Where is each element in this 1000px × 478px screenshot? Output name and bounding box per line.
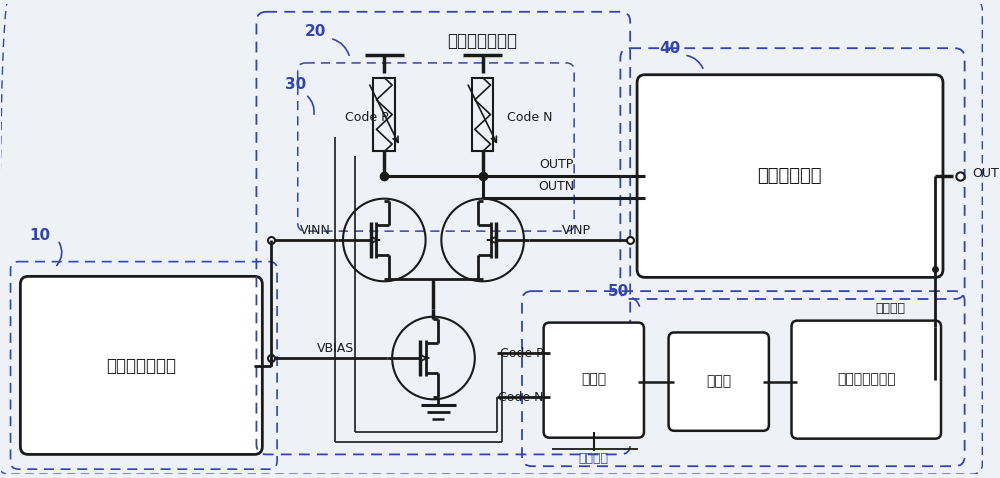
FancyBboxPatch shape bbox=[20, 276, 262, 455]
Text: Code N: Code N bbox=[507, 110, 553, 123]
Text: 接收器第二级: 接收器第二级 bbox=[757, 167, 822, 185]
FancyBboxPatch shape bbox=[544, 323, 644, 438]
FancyBboxPatch shape bbox=[792, 321, 941, 439]
Text: OUTP: OUTP bbox=[539, 158, 574, 171]
Text: VINN: VINN bbox=[300, 224, 331, 237]
Text: VBIAS: VBIAS bbox=[316, 342, 354, 355]
Text: OUT: OUT bbox=[972, 167, 999, 180]
Text: Code N: Code N bbox=[498, 391, 544, 404]
Text: 比较器: 比较器 bbox=[706, 375, 731, 389]
Text: 40: 40 bbox=[659, 41, 680, 55]
Text: 接收器偏置电路: 接收器偏置电路 bbox=[106, 357, 176, 375]
FancyBboxPatch shape bbox=[637, 75, 943, 277]
Text: Code P: Code P bbox=[345, 110, 389, 123]
Text: 解码器: 解码器 bbox=[581, 373, 606, 387]
FancyBboxPatch shape bbox=[669, 332, 769, 431]
Text: 30: 30 bbox=[285, 77, 306, 92]
Text: 50: 50 bbox=[608, 283, 629, 299]
Text: OUTN: OUTN bbox=[538, 180, 574, 194]
Text: 20: 20 bbox=[305, 24, 326, 39]
Text: Code P: Code P bbox=[500, 347, 544, 359]
Text: VINP: VINP bbox=[562, 224, 591, 237]
Text: 使能输入: 使能输入 bbox=[876, 303, 906, 315]
Text: 控制方式: 控制方式 bbox=[579, 452, 609, 465]
Bar bbox=[472, 78, 493, 152]
Text: 接收器主体电路: 接收器主体电路 bbox=[448, 33, 518, 50]
Text: 占空比检测电路: 占空比检测电路 bbox=[837, 373, 896, 387]
Text: 10: 10 bbox=[29, 228, 51, 242]
Bar bbox=[373, 78, 395, 152]
